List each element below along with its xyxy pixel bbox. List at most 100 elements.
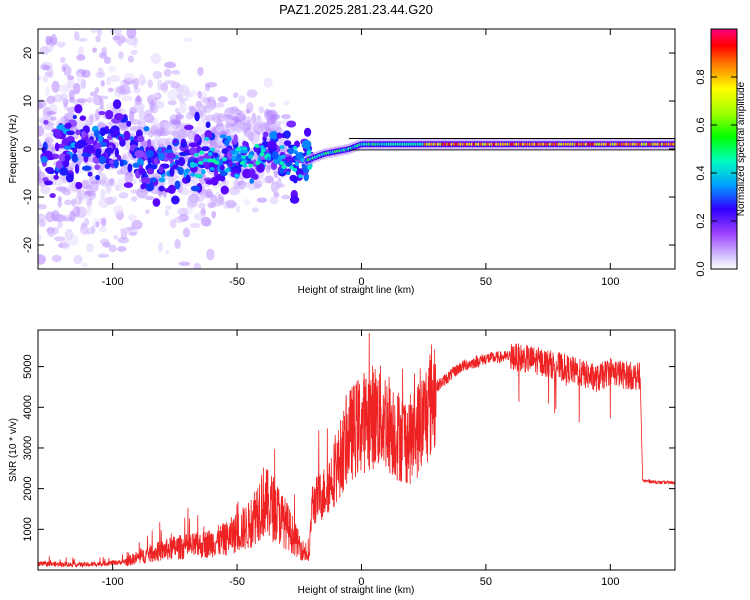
spectrogram-cell <box>69 211 76 223</box>
spectrogram-cell <box>177 84 190 96</box>
spectrogram-cell <box>57 220 63 229</box>
spectrogram-cell <box>185 168 191 173</box>
spectrogram-cell <box>293 150 299 155</box>
snr-plot-area <box>38 330 675 570</box>
spectrogram-cell <box>289 195 300 204</box>
spectrogram-cell <box>178 97 190 102</box>
colorbar-tick-label: 0.8 <box>695 69 707 84</box>
spectrogram-cell <box>100 80 105 87</box>
spectrogram-cell <box>236 147 242 152</box>
spectrogram-cell <box>39 115 45 127</box>
spectrogram-cell <box>133 77 139 90</box>
spectrogram-cell <box>164 209 169 217</box>
spectrogram-cell <box>243 130 252 135</box>
spectrogram-cell <box>167 100 177 106</box>
spectrogram-cell <box>158 185 165 192</box>
spectrogram-cell <box>217 96 228 103</box>
spectrogram-cell <box>131 179 137 185</box>
snr-x-tick-label: -100 <box>102 576 124 588</box>
spectrogram-cell <box>200 216 211 227</box>
spectrogram-cell <box>246 89 258 98</box>
spectrogram-cell <box>53 236 66 242</box>
spectrogram-cell <box>87 171 93 177</box>
spectrogram-cell <box>192 163 198 168</box>
spectrogram-cell <box>59 93 68 102</box>
spectrogram-cell <box>121 95 133 102</box>
spectrogram-cell <box>123 182 134 189</box>
spectrogram-cell <box>234 109 242 116</box>
spectrogram-cell <box>256 197 268 203</box>
spectrogram-cell <box>157 152 165 161</box>
spectrogram-cell <box>149 99 155 112</box>
spectrogram-cell <box>45 35 52 45</box>
colorbar-tick-label: 0.2 <box>695 213 707 228</box>
spectrogram-cell <box>126 29 137 39</box>
spectrogram-cell <box>221 148 230 155</box>
spectrogram-cell <box>118 191 129 199</box>
spectrogram-cell <box>301 139 312 149</box>
spectrogram-cell <box>113 235 119 240</box>
snr-y-tick-label: 3000 <box>22 436 34 460</box>
spectrogram-cell <box>119 159 124 167</box>
spectrogram-cell <box>181 138 187 144</box>
spectrogram-cell <box>99 98 104 111</box>
spectrogram-cell <box>281 114 291 120</box>
spectrogram-cell <box>95 109 101 121</box>
spectrogram-cell <box>54 142 60 152</box>
spectrogram-cell <box>112 35 121 41</box>
snr-x-tick-label: 0 <box>358 576 364 588</box>
spectrogram-cell <box>145 196 155 201</box>
spectrogram-cell <box>97 253 110 258</box>
spectrogram-cell <box>278 183 285 188</box>
spectrogram-cell <box>188 89 198 97</box>
spectrogram-cell <box>74 31 80 41</box>
spectrogram-cell <box>57 199 62 208</box>
spectrogram-cell <box>92 47 98 53</box>
spectrogram-cell <box>279 145 285 150</box>
spectrogram-cell <box>56 214 67 222</box>
spectrogram-cell <box>116 169 123 175</box>
spectrogram-cell <box>207 151 213 156</box>
spectrogram-cell <box>94 87 100 94</box>
spectrogram-y-label: Frequency (Hz) <box>8 115 19 184</box>
spectrogram-cell <box>234 173 240 178</box>
spectrogram-cell <box>71 153 78 163</box>
spectrogram-cell <box>230 149 236 154</box>
spectrogram-cell <box>264 175 274 184</box>
spectrogram-cell <box>177 207 189 216</box>
spectrogram-cell <box>233 134 238 144</box>
spectrogram-cell <box>268 123 279 130</box>
spectrogram-cell <box>203 160 211 170</box>
spectrogram-cell <box>152 198 161 207</box>
spectrogram-cell <box>279 167 285 175</box>
spectrogram-cell <box>204 129 213 140</box>
spectrogram-cell <box>40 185 51 195</box>
spectrogram-cell <box>276 120 283 125</box>
spectrogram-cell <box>58 43 65 49</box>
spectrogram-cell <box>228 186 241 196</box>
spectrogram-cell <box>133 87 141 94</box>
spectrogram-cell <box>117 154 122 161</box>
spectrogram-y-ticks: -20 -10 0 10 20 <box>22 47 675 253</box>
spectrogram-cell <box>212 112 222 124</box>
spectrogram-cell <box>190 185 201 192</box>
spectrogram-cell <box>235 205 241 213</box>
spectrogram-cell <box>256 163 265 173</box>
spectrogram-cell <box>138 110 147 121</box>
spectrogram-cell <box>306 150 312 155</box>
spectrogram-cell <box>156 79 163 92</box>
spectrogram-cell <box>199 150 205 155</box>
spectrogram-cell <box>218 159 224 166</box>
spectrogram-cell <box>123 72 135 81</box>
spectrogram-cell <box>165 249 170 255</box>
spectrogram-cell <box>64 154 71 162</box>
spectrogram-cell <box>187 130 197 141</box>
spectrogram-cell <box>83 230 92 235</box>
spectrogram-cell <box>178 151 188 157</box>
spectrogram-cell <box>86 96 93 104</box>
spectrogram-cell <box>93 129 100 138</box>
colorbar-tick-label: 0.0 <box>695 261 707 276</box>
spectrogram-cell <box>145 209 150 214</box>
spectrogram-cell <box>207 158 213 163</box>
